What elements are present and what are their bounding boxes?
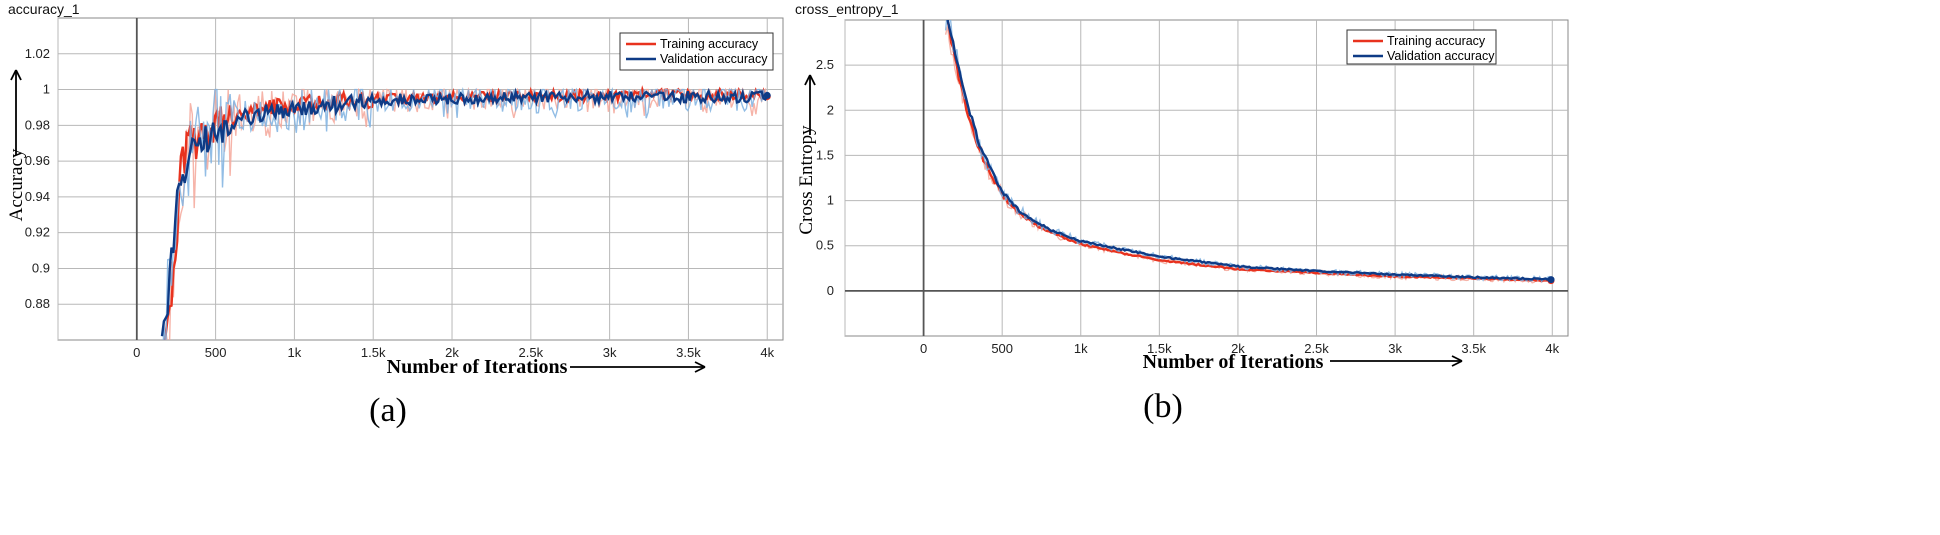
x-tick-label: 3k (603, 345, 617, 360)
x-axis-label: Number of Iterations (387, 356, 568, 378)
x-tick-label: 1k (1074, 341, 1088, 356)
y-tick-label: 0.88 (25, 296, 50, 311)
y-tick-label: 0.98 (25, 117, 50, 132)
x-tick-label: 4k (1545, 341, 1559, 356)
x-tick-label: 1k (288, 345, 302, 360)
y-axis-label: Accuracy (6, 148, 27, 221)
legend-label: Training accuracy (660, 37, 759, 51)
series-line (160, 87, 769, 337)
x-tick-label: 2.5k (519, 345, 544, 360)
series-end-point (1547, 276, 1555, 284)
series-end-point (763, 91, 771, 99)
x-axis-arrowhead (694, 361, 706, 373)
plot-frame (844, 19, 1569, 337)
y-axis-label: Cross Entropy (796, 125, 817, 235)
chart-title: accuracy_1 (8, 1, 80, 17)
x-tick-label: 0 (133, 345, 140, 360)
x-tick-label: 4k (760, 345, 774, 360)
legend-box (1346, 29, 1497, 65)
y-tick-label: 0.9 (32, 260, 50, 275)
y-axis-arrowhead (804, 74, 816, 86)
x-tick-label: 3.5k (676, 345, 701, 360)
y-tick-label: 0.5 (816, 238, 834, 253)
x-axis-arrowhead (1451, 355, 1463, 367)
series-line (946, 20, 1552, 281)
legend-label: Validation accuracy (660, 52, 768, 66)
y-tick-label: 1.5 (816, 147, 834, 162)
y-tick-label: 0.92 (25, 225, 50, 240)
chart-title: cross_entropy_1 (795, 1, 899, 17)
x-tick-label: 0 (920, 341, 927, 356)
x-axis-label: Number of Iterations (1143, 351, 1324, 373)
x-tick-label: 3.5k (1461, 341, 1486, 356)
x-tick-label: 2k (445, 345, 459, 360)
x-tick-label: 1.5k (361, 345, 386, 360)
x-tick-label: 1.5k (1147, 341, 1172, 356)
y-tick-label: 0 (827, 283, 834, 298)
y-tick-label: 2.5 (816, 57, 834, 72)
plot-area (160, 85, 771, 340)
series-line (946, 20, 1552, 283)
x-tick-label: 500 (205, 345, 227, 360)
chart-panel-a: accuracy_1 0 500 1k 1.5k 2k 2.5k 3k 3.5k 4k 0.88 0.… (6, 1, 784, 429)
x-tick-label: 2.5k (1304, 341, 1329, 356)
y-tick-label: 1.02 (25, 46, 50, 61)
y-tick-label: 1 (43, 82, 50, 97)
plot-area (944, 20, 1555, 285)
x-tick-label: 500 (991, 341, 1013, 356)
y-tick-label: 2 (827, 102, 834, 117)
y-tick-label: 1 (827, 193, 834, 208)
x-tick-label: 2k (1231, 341, 1245, 356)
figure-caption: (b) (1143, 388, 1183, 425)
figure-caption: (a) (369, 392, 407, 429)
y-tick-label: 0.94 (25, 189, 50, 204)
x-tick-label: 3k (1388, 341, 1402, 356)
legend-label: Training accuracy (1387, 34, 1486, 48)
y-axis-arrowhead (10, 69, 22, 81)
y-tick-label: 0.96 (25, 153, 50, 168)
chart-panel-b: cross_entropy_1 0 500 1k 1.5k 2k 2.5k 3k 3.5k 4k 0… (795, 1, 1569, 425)
legend-box (619, 32, 774, 71)
legend-label: Validation accuracy (1387, 49, 1495, 63)
